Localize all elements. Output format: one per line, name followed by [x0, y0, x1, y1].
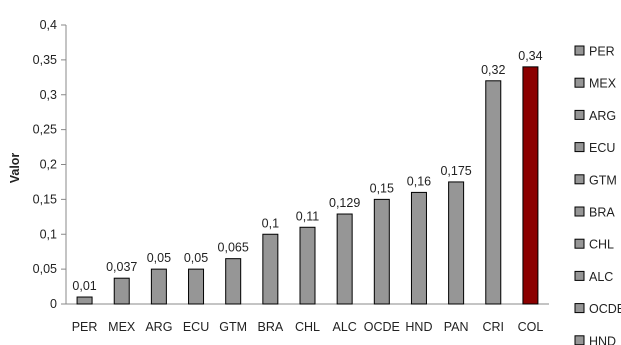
data-label-arg: 0,05	[147, 251, 171, 265]
x-tick-label-pan: PAN	[444, 320, 469, 334]
data-label-hnd: 0,16	[407, 174, 431, 188]
bar-cri	[485, 80, 502, 305]
x-tick-label-mex: MEX	[108, 320, 136, 334]
y-axis-ticks: 0 0,05 0,1 0,15 0,2 0,25 0,3 0,35 0,4	[33, 18, 66, 311]
data-label-gtm: 0,065	[218, 241, 249, 255]
bar-ocde	[373, 198, 390, 305]
x-tick-label-alc: ALC	[332, 320, 356, 334]
x-tick-label-hnd: HND	[405, 320, 432, 334]
y-tick-label: 0,3	[40, 88, 57, 102]
y-tick-label: 0,15	[33, 192, 57, 206]
bar-ecu	[188, 268, 205, 305]
legend-swatch-ecu	[574, 142, 585, 153]
bars	[76, 66, 539, 305]
bar-gtm	[225, 258, 242, 305]
x-tick-label-col: COL	[518, 320, 544, 334]
x-tick-label-per: PER	[72, 320, 98, 334]
legend-swatch-arg	[574, 109, 585, 120]
y-axis-label: Valor	[8, 153, 22, 184]
legend-label-per: PER	[589, 45, 615, 59]
x-tick-label-chl: CHL	[295, 320, 320, 334]
data-label-bra: 0,1	[262, 216, 279, 230]
bar-bra	[262, 233, 279, 305]
bar-chl	[299, 226, 316, 305]
data-label-col: 0,34	[518, 49, 542, 63]
x-tick-label-bra: BRA	[257, 320, 283, 334]
bar-arg	[150, 268, 167, 305]
x-tick-label-gtm: GTM	[219, 320, 247, 334]
legend-swatch-bra	[574, 206, 585, 217]
legend-swatch-mex	[574, 77, 585, 88]
legend-swatch-alc	[574, 270, 585, 281]
x-tick-label-arg: ARG	[145, 320, 172, 334]
x-axis-ticks: PER MEX ARG ECU GTM BRA CHL ALC OCDE HND PAN CRI COL	[72, 320, 544, 334]
legend-swatch-chl	[574, 238, 585, 249]
bar-pan	[448, 181, 465, 305]
data-label-per: 0,01	[72, 279, 96, 293]
legend-label-gtm: GTM	[589, 173, 617, 187]
data-labels: 0,01 0,037 0,05 0,05 0,065 0,1 0,11 0,129 0,15 0,…	[72, 49, 542, 293]
data-label-mex: 0,037	[106, 260, 137, 274]
data-label-pan: 0,175	[440, 164, 471, 178]
legend-label-hnd: HND	[589, 334, 616, 345]
bar-per	[76, 296, 93, 305]
y-tick-label: 0,1	[40, 227, 57, 241]
y-tick-label: 0	[50, 297, 57, 311]
bar-mex	[113, 277, 130, 305]
bar-hnd	[410, 191, 427, 305]
bar-col	[522, 66, 539, 305]
legend-label-alc: ALC	[589, 270, 613, 284]
legend-label-ocde: OCDE	[589, 302, 621, 316]
legend-swatch-ocde	[574, 303, 585, 314]
x-tick-label-cri: CRI	[483, 320, 505, 334]
y-tick-label: 0,35	[33, 53, 57, 67]
legend-label-arg: ARG	[589, 109, 616, 123]
legend-swatch-gtm	[574, 174, 585, 185]
legend-swatch-hnd	[574, 335, 585, 345]
data-label-cri: 0,32	[481, 63, 505, 77]
legend-label-bra: BRA	[589, 206, 615, 220]
legend-label-mex: MEX	[589, 77, 617, 91]
legend-swatch-per	[574, 45, 585, 56]
y-tick-label: 0,4	[40, 18, 57, 32]
y-tick-label: 0,05	[33, 262, 57, 276]
x-tick-label-ocde: OCDE	[364, 320, 400, 334]
legend: PER MEX ARG ECU GTM BRA CHL ALC OCDE HND	[574, 45, 621, 345]
data-label-chl: 0,11	[296, 209, 319, 223]
data-label-alc: 0,129	[329, 196, 360, 210]
y-tick-label: 0,2	[40, 158, 57, 172]
bar-alc	[336, 213, 353, 305]
x-tick-label-ecu: ECU	[183, 320, 209, 334]
legend-label-chl: CHL	[589, 238, 614, 252]
legend-label-ecu: ECU	[589, 141, 615, 155]
y-tick-label: 0,25	[33, 123, 57, 137]
data-label-ecu: 0,05	[184, 251, 208, 265]
data-label-ocde: 0,15	[370, 181, 394, 195]
